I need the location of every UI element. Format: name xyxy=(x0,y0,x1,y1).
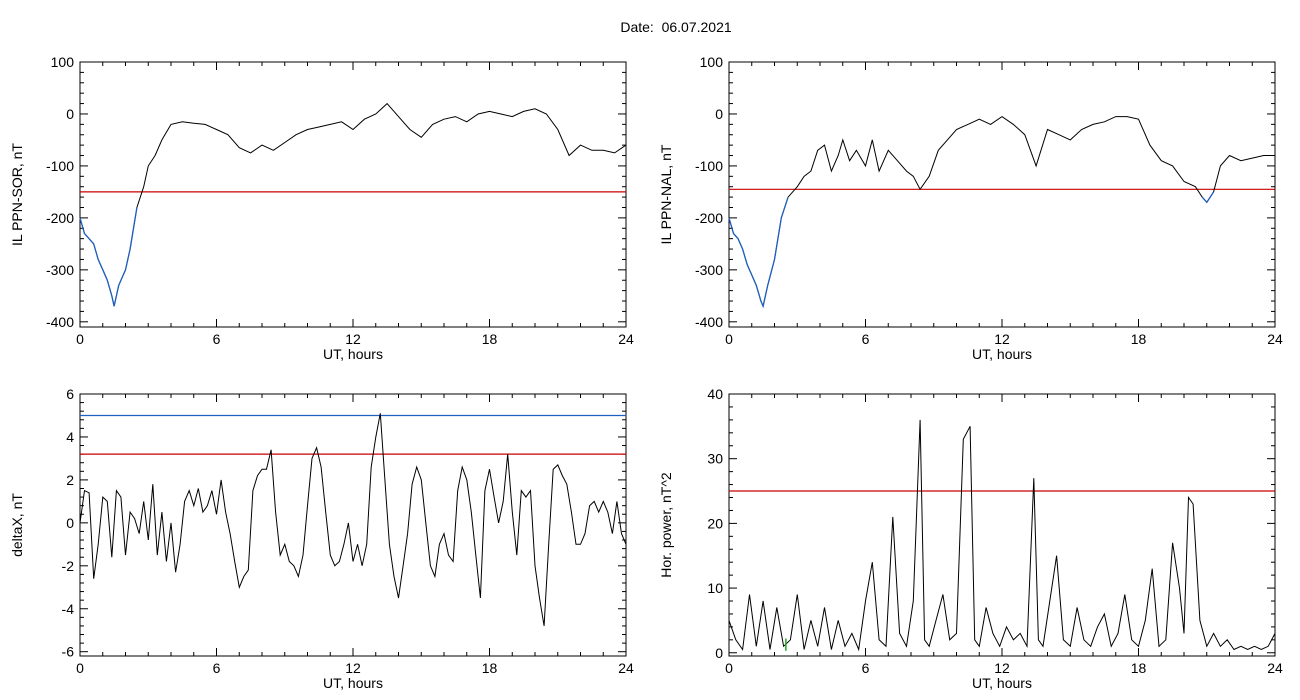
y-tick-label: 20 xyxy=(707,515,723,531)
plot-frame xyxy=(79,61,627,328)
below-threshold-segment xyxy=(1201,191,1215,204)
x-tick-label: 24 xyxy=(1267,331,1283,347)
series-line xyxy=(728,115,1275,308)
chart-panel-deltax: 0 6 12 18 24 6 4 2 0 -2 -4 -6 UT, hours deltaX, nT xyxy=(9,386,634,691)
y-tick-label: -100 xyxy=(46,158,74,174)
y-tick-label: 0 xyxy=(66,106,74,122)
x-tick-label: 12 xyxy=(345,331,361,347)
y-tick-label: -300 xyxy=(46,262,74,278)
x-tick-label: 0 xyxy=(76,660,84,676)
x-tick-label: 6 xyxy=(862,331,870,347)
x-tick-label: 0 xyxy=(725,660,733,676)
x-tick-label: 6 xyxy=(862,660,870,676)
y-tick-label: 100 xyxy=(700,54,724,70)
y-axis-label: IL PPN-SOR, nT xyxy=(9,143,25,246)
x-tick-label: 18 xyxy=(1131,331,1147,347)
x-tick-label: 24 xyxy=(618,331,634,347)
y-tick-label: -4 xyxy=(62,601,75,617)
y-tick-label: -300 xyxy=(695,262,723,278)
y-tick-label: 10 xyxy=(707,580,723,596)
y-tick-label: -400 xyxy=(46,314,74,330)
x-tick-label: 0 xyxy=(725,331,733,347)
y-tick-label: 0 xyxy=(715,106,723,122)
x-tick-label: 18 xyxy=(482,331,498,347)
plot-frame xyxy=(728,393,1276,657)
series-line xyxy=(728,419,1276,652)
x-axis-label: UT, hours xyxy=(972,346,1032,362)
x-axis-label: UT, hours xyxy=(323,346,383,362)
x-tick-label: 12 xyxy=(994,660,1010,676)
y-axis-label: Hor. power, nT^2 xyxy=(658,472,674,578)
x-tick-label: 18 xyxy=(1131,660,1147,676)
below-threshold-segment xyxy=(79,207,138,307)
y-tick-label: 0 xyxy=(66,515,74,531)
y-tick-label: 30 xyxy=(707,451,723,467)
plot-frame xyxy=(79,393,627,657)
x-tick-label: 6 xyxy=(213,331,221,347)
y-tick-label: -100 xyxy=(695,158,723,174)
y-tick-label: -200 xyxy=(695,210,723,226)
y-tick-label: 100 xyxy=(51,54,75,70)
below-threshold-segment xyxy=(728,196,789,309)
x-axis-label: UT, hours xyxy=(972,675,1032,691)
plot-frame xyxy=(728,61,1276,328)
x-tick-label: 24 xyxy=(1267,660,1283,676)
chart-panel-power: 0 6 12 18 24 40 30 20 10 0 UT, hours Hor. power, nT… xyxy=(658,386,1283,691)
x-tick-label: 0 xyxy=(76,331,84,347)
y-axis-label: IL PPN-NAL, nT xyxy=(658,144,674,244)
y-tick-label: -6 xyxy=(62,644,75,660)
y-tick-label: 4 xyxy=(66,429,74,445)
y-tick-label: -2 xyxy=(62,558,75,574)
chart-panel-nal: 0 6 12 18 24 100 0 -100 -200 -300 -400 UT, hours IL … xyxy=(658,54,1283,362)
page-title: Date: 06.07.2021 xyxy=(620,19,732,35)
series-line xyxy=(79,413,627,626)
y-axis-label: deltaX, nT xyxy=(9,493,25,557)
y-tick-label: -400 xyxy=(695,314,723,330)
y-tick-label: 2 xyxy=(66,472,74,488)
y-tick-label: 6 xyxy=(66,386,74,402)
y-tick-label: 40 xyxy=(707,386,723,402)
x-tick-label: 6 xyxy=(213,660,221,676)
y-tick-label: 0 xyxy=(715,645,723,661)
series-line xyxy=(79,102,627,307)
x-tick-label: 12 xyxy=(994,331,1010,347)
x-tick-label: 18 xyxy=(482,660,498,676)
x-tick-label: 24 xyxy=(618,660,634,676)
chart-panel-sor: 0 6 12 18 24 100 0 -100 -200 -300 -400 UT, hours IL … xyxy=(9,54,634,362)
x-tick-label: 12 xyxy=(345,660,361,676)
x-axis-label: UT, hours xyxy=(323,675,383,691)
y-tick-label: -200 xyxy=(46,210,74,226)
